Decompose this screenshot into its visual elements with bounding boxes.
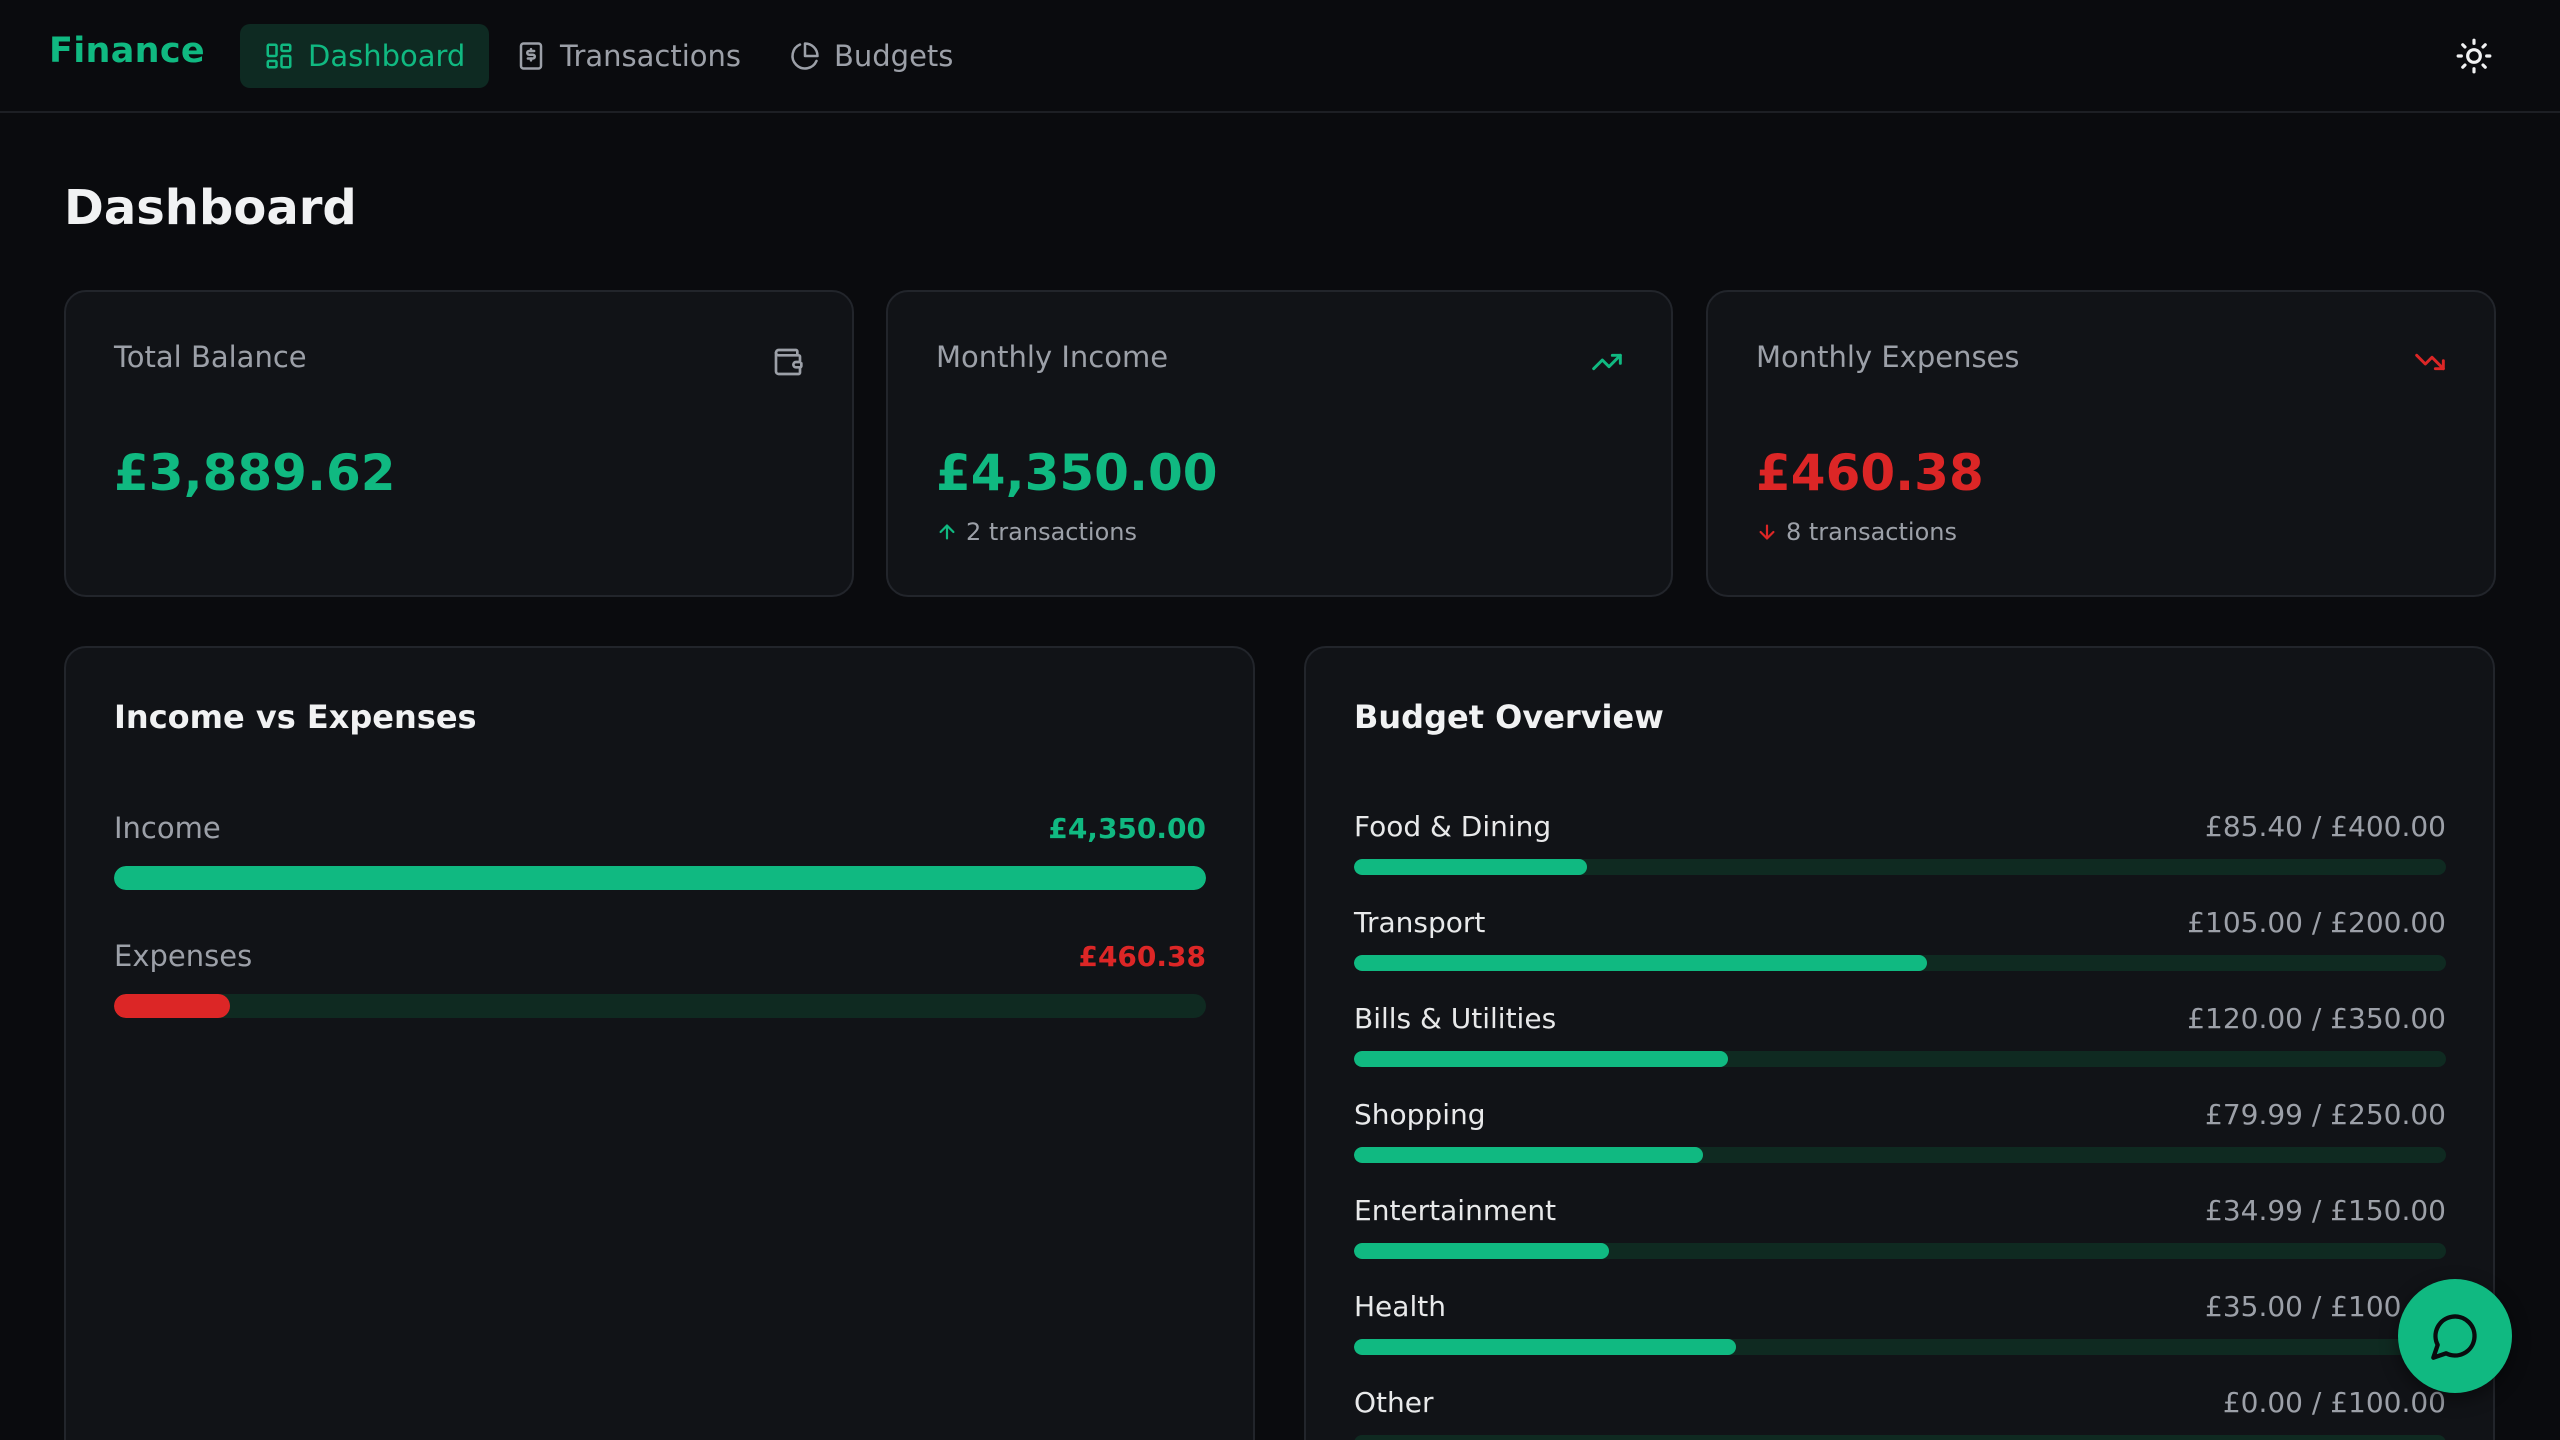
transaction-count: 2 transactions — [966, 518, 1137, 546]
nav-item-label: Budgets — [834, 39, 954, 73]
trending-down-icon — [2415, 353, 2445, 371]
budget-progress-bar — [1354, 1339, 1737, 1355]
budget-track — [1354, 955, 2446, 971]
income-vs-expenses-panel: Income vs Expenses Income £4,350.00 Expe… — [64, 646, 1255, 1440]
budget-category: Entertainment — [1354, 1193, 1557, 1227]
stat-card-monthly-income: Monthly Income £4,350.00 2 transactions — [886, 290, 1673, 597]
budget-amount: £79.99 / £250.00 — [2205, 1097, 2446, 1131]
budget-category: Health — [1354, 1289, 1446, 1323]
sun-icon — [2456, 38, 2492, 74]
budget-progress-bar — [1354, 1051, 1729, 1067]
row-label: Income — [114, 811, 221, 845]
budget-category: Shopping — [1354, 1097, 1486, 1131]
nav-item-budgets[interactable]: Budgets — [766, 24, 977, 88]
budget-item-health[interactable]: Health £35.00 / £100.00 — [1354, 1287, 2446, 1355]
panel-title: Budget Overview — [1354, 698, 1664, 736]
income-row: Income £4,350.00 — [114, 808, 1206, 890]
trending-up-icon — [1592, 353, 1622, 371]
transaction-count: 8 transactions — [1786, 518, 1957, 546]
budget-item-shopping[interactable]: Shopping £79.99 / £250.00 — [1354, 1095, 2446, 1163]
budget-progress-bar — [1354, 859, 1588, 875]
stat-subtext: 8 transactions — [1756, 518, 1957, 546]
nav-item-label: Transactions — [560, 39, 742, 73]
expenses-row: Expenses £460.38 — [114, 936, 1206, 1018]
budget-progress-bar — [1354, 1147, 1704, 1163]
nav-item-dashboard[interactable]: Dashboard — [240, 24, 490, 88]
budget-track — [1354, 1339, 2446, 1355]
budget-amount: £0.00 / £100.00 — [2222, 1385, 2446, 1419]
budget-track — [1354, 1243, 2446, 1259]
budget-item-transport[interactable]: Transport £105.00 / £200.00 — [1354, 903, 2446, 971]
row-label: Expenses — [114, 939, 253, 973]
chat-assistant-button[interactable] — [2398, 1279, 2512, 1393]
row-amount: £460.38 — [1078, 939, 1206, 973]
stat-card-total-balance: Total Balance £3,889.62 — [64, 290, 854, 597]
stat-card-monthly-expenses: Monthly Expenses £460.38 8 transactions — [1706, 290, 2496, 597]
page-title: Dashboard — [64, 180, 357, 236]
budget-progress-bar — [1354, 955, 1928, 971]
arrow-down-icon — [1759, 524, 1775, 540]
row-amount: £4,350.00 — [1048, 811, 1206, 845]
chat-bubble-icon — [2431, 1314, 2477, 1360]
stat-value: £3,889.62 — [114, 444, 396, 502]
budget-item-other[interactable]: Other £0.00 / £100.00 — [1354, 1383, 2446, 1440]
theme-toggle-button[interactable] — [2454, 36, 2494, 76]
budget-category: Bills & Utilities — [1354, 1001, 1557, 1035]
stat-label: Monthly Expenses — [1756, 340, 2020, 374]
wallet-icon — [774, 348, 803, 376]
budget-track — [1354, 1435, 2446, 1440]
budget-track — [1354, 1147, 2446, 1163]
pie-chart-icon — [791, 42, 819, 70]
progress-track — [114, 866, 1206, 890]
budget-amount: £34.99 / £150.00 — [2205, 1193, 2446, 1227]
arrow-up-icon — [939, 524, 955, 540]
budget-track — [1354, 859, 2446, 875]
budget-item-bills-utilities[interactable]: Bills & Utilities £120.00 / £350.00 — [1354, 999, 2446, 1067]
budget-track — [1354, 1051, 2446, 1067]
panel-title: Income vs Expenses — [114, 698, 477, 736]
nav-item-transactions[interactable]: Transactions — [492, 24, 765, 88]
nav-item-label: Dashboard — [308, 39, 466, 73]
budget-item-food-dining[interactable]: Food & Dining £85.40 / £400.00 — [1354, 807, 2446, 875]
progress-track — [114, 994, 1206, 1018]
budget-amount: £105.00 / £200.00 — [2187, 905, 2446, 939]
budget-amount: £120.00 / £350.00 — [2187, 1001, 2446, 1035]
budget-overview-panel: Budget Overview Food & Dining £85.40 / £… — [1304, 646, 2495, 1440]
budget-category: Transport — [1354, 905, 1486, 939]
top-navigation-bar: Finance Dashboard Transactions Budgets — [0, 0, 2560, 113]
budget-category: Food & Dining — [1354, 809, 1552, 843]
stat-label: Total Balance — [114, 340, 307, 374]
stat-value: £4,350.00 — [936, 444, 1218, 502]
stat-label: Monthly Income — [936, 340, 1169, 374]
receipt-icon — [519, 42, 543, 70]
budget-progress-bar — [1354, 1243, 1609, 1259]
stat-value: £460.38 — [1756, 444, 1984, 502]
budget-amount: £85.40 / £400.00 — [2205, 809, 2446, 843]
stat-subtext: 2 transactions — [936, 518, 1137, 546]
expenses-progress-bar — [114, 994, 230, 1018]
layout-grid-icon — [266, 43, 292, 69]
income-progress-bar — [114, 866, 1206, 890]
budget-item-entertainment[interactable]: Entertainment £34.99 / £150.00 — [1354, 1191, 2446, 1259]
brand-logo[interactable]: Finance — [49, 31, 205, 71]
budget-category: Other — [1354, 1385, 1434, 1419]
